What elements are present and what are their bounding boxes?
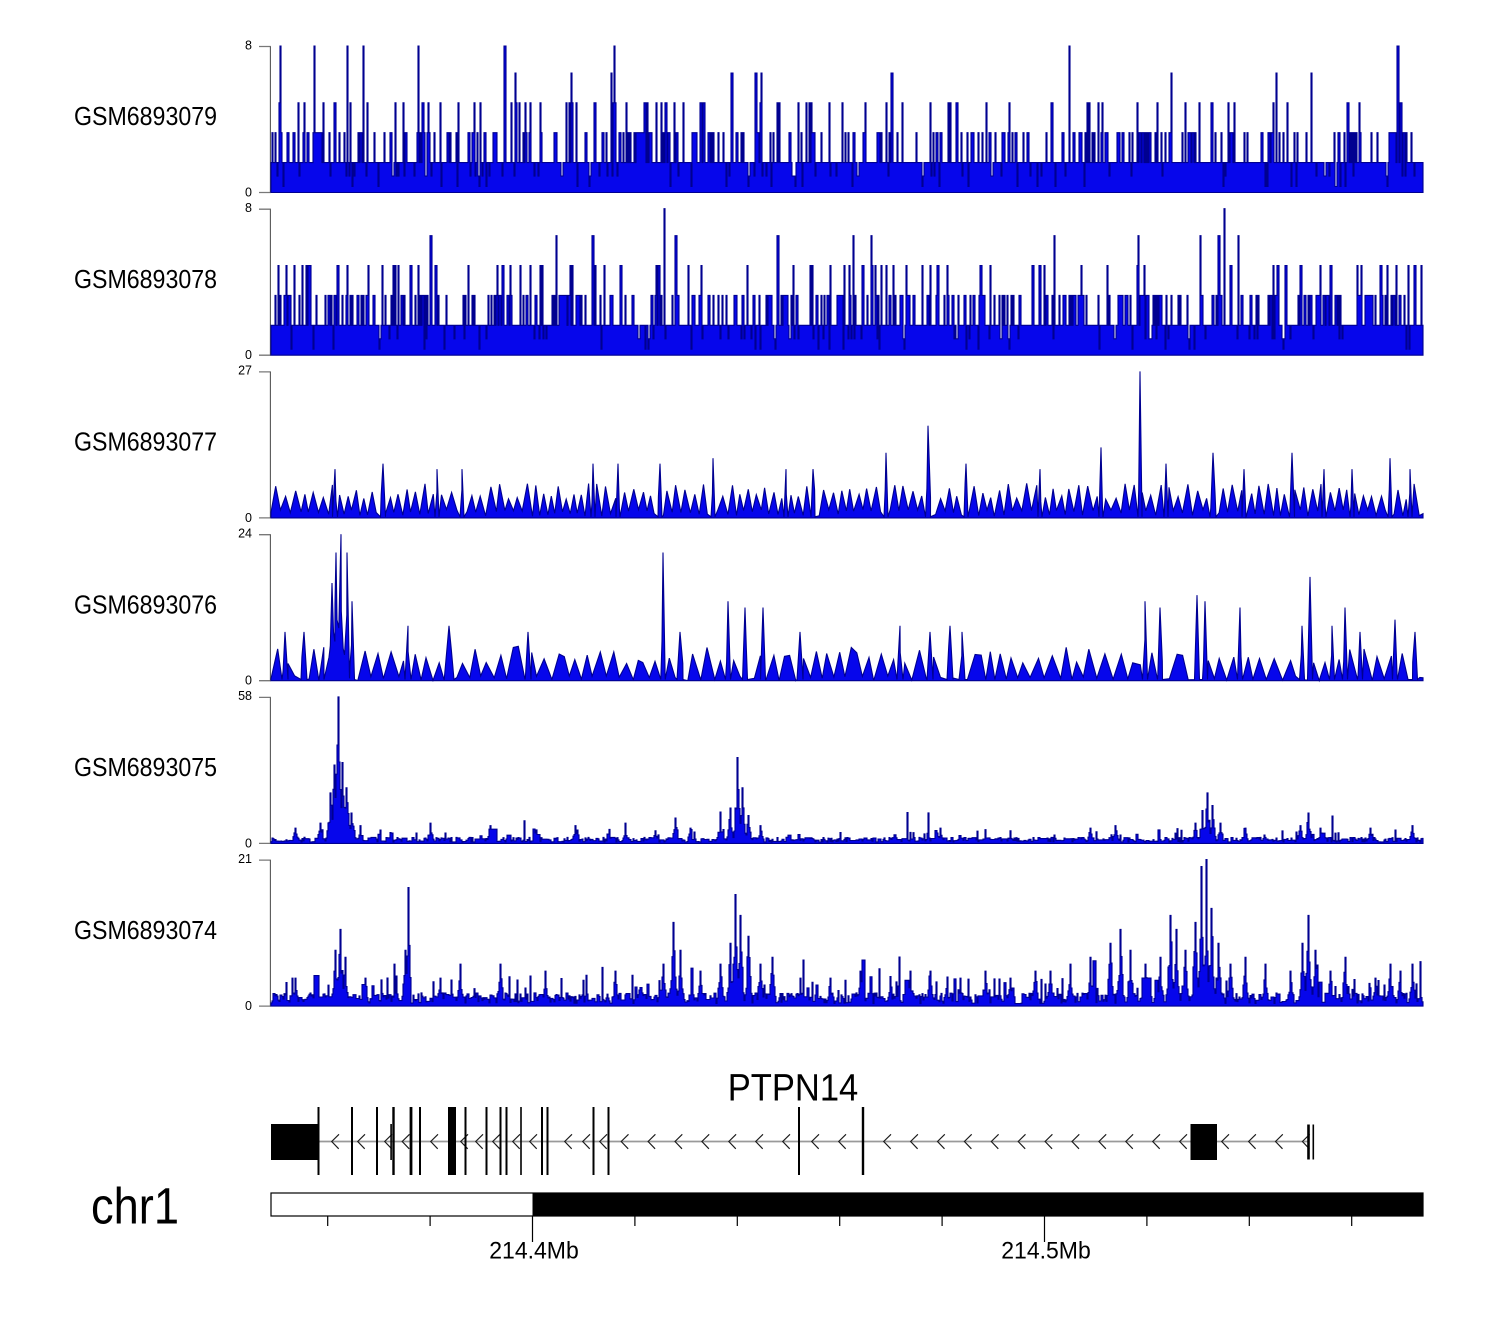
svg-text:0: 0: [245, 348, 252, 362]
svg-text:214.5Mb: 214.5Mb: [1001, 1238, 1091, 1265]
svg-text:GSM6893074: GSM6893074: [74, 915, 217, 945]
svg-text:21: 21: [238, 852, 252, 866]
svg-text:0: 0: [245, 836, 252, 850]
svg-text:0: 0: [245, 999, 252, 1013]
svg-text:GSM6893076: GSM6893076: [74, 590, 217, 620]
svg-text:chr1: chr1: [91, 1178, 179, 1235]
svg-text:GSM6893077: GSM6893077: [74, 427, 217, 457]
svg-text:GSM6893079: GSM6893079: [74, 101, 217, 131]
svg-text:GSM6893075: GSM6893075: [74, 752, 217, 782]
svg-text:0: 0: [245, 511, 252, 525]
svg-text:58: 58: [238, 689, 252, 703]
svg-text:8: 8: [245, 38, 252, 52]
svg-text:24: 24: [238, 527, 252, 541]
svg-text:GSM6893078: GSM6893078: [74, 264, 217, 294]
svg-text:PTPN14: PTPN14: [728, 1068, 859, 1110]
svg-text:0: 0: [245, 674, 252, 688]
svg-text:27: 27: [238, 364, 252, 378]
svg-text:0: 0: [245, 185, 252, 199]
svg-text:8: 8: [245, 201, 252, 215]
svg-text:214.4Mb: 214.4Mb: [489, 1238, 579, 1265]
